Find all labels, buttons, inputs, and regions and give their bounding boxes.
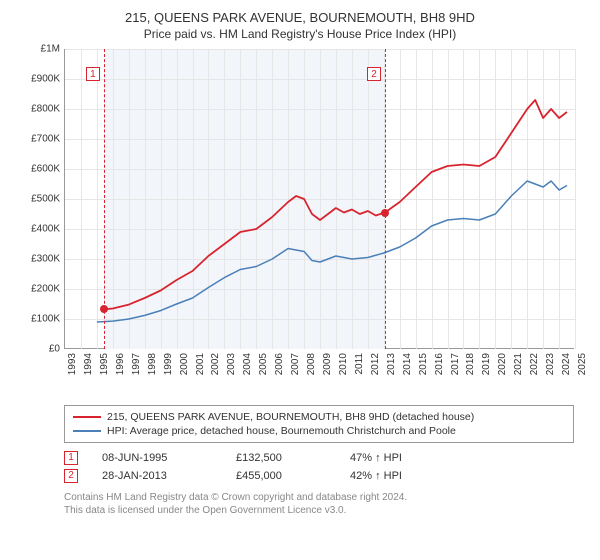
x-tick-label: 2015	[418, 353, 429, 375]
y-tick-label: £900K	[31, 74, 60, 85]
legend-label: HPI: Average price, detached house, Bour…	[107, 425, 456, 437]
x-tick-label: 1994	[83, 353, 94, 375]
legend-row: 215, QUEENS PARK AVENUE, BOURNEMOUTH, BH…	[73, 410, 565, 424]
footer-attribution: Contains HM Land Registry data © Crown c…	[64, 491, 580, 517]
y-tick-label: £300K	[31, 254, 60, 265]
event-marker-line	[385, 49, 386, 349]
y-tick-label: £200K	[31, 284, 60, 295]
x-tick-label: 2024	[561, 353, 572, 375]
x-tick-label: 2023	[545, 353, 556, 375]
series-svg	[65, 49, 575, 349]
x-tick-label: 2020	[497, 353, 508, 375]
x-tick-label: 2000	[179, 353, 190, 375]
x-tick-label: 1995	[99, 353, 110, 375]
x-tick-label: 2021	[513, 353, 524, 375]
gridline-v	[575, 49, 576, 349]
x-tick-label: 2012	[370, 353, 381, 375]
event-row-badge: 2	[64, 469, 78, 483]
y-tick-label: £400K	[31, 224, 60, 235]
y-tick-label: £100K	[31, 314, 60, 325]
y-axis: £0£100K£200K£300K£400K£500K£600K£700K£80…	[20, 49, 64, 349]
x-tick-label: 1999	[163, 353, 174, 375]
y-tick-label: £600K	[31, 164, 60, 175]
x-tick-label: 2005	[258, 353, 269, 375]
y-tick-label: £0	[49, 344, 60, 355]
event-date: 28-JAN-2013	[102, 470, 212, 482]
x-tick-label: 2016	[434, 353, 445, 375]
event-price: £132,500	[236, 452, 326, 464]
x-tick-label: 2004	[242, 353, 253, 375]
x-tick-label: 2011	[354, 353, 365, 375]
x-tick-label: 2001	[195, 353, 206, 375]
y-tick-label: £1M	[41, 44, 60, 55]
legend: 215, QUEENS PARK AVENUE, BOURNEMOUTH, BH…	[64, 405, 574, 443]
plot-area: 12	[64, 49, 574, 349]
event-price: £455,000	[236, 470, 326, 482]
event-badge: 1	[86, 67, 100, 81]
y-tick-label: £500K	[31, 194, 60, 205]
y-tick-label: £700K	[31, 134, 60, 145]
x-tick-label: 2009	[322, 353, 333, 375]
events-table: 1 08-JUN-1995 £132,500 47% ↑ HPI 2 28-JAN-201…	[64, 449, 580, 485]
footer-line-1: Contains HM Land Registry data © Crown c…	[64, 491, 580, 504]
x-tick-label: 2014	[402, 353, 413, 375]
event-row: 2 28-JAN-2013 £455,000 42% ↑ HPI	[64, 467, 580, 485]
chart-area: £0 £100K £200K £300K £400K £500K £600K £700K £80…	[20, 49, 580, 399]
x-tick-label: 2018	[465, 353, 476, 375]
x-tick-label: 2025	[577, 353, 588, 375]
legend-swatch	[73, 416, 101, 418]
y-tick-label: £800K	[31, 104, 60, 115]
chart-title: 215, QUEENS PARK AVENUE, BOURNEMOUTH, BH…	[20, 10, 580, 25]
x-tick-label: 1996	[115, 353, 126, 375]
footer-line-2: This data is licensed under the Open Gov…	[64, 504, 580, 517]
legend-row: HPI: Average price, detached house, Bour…	[73, 424, 565, 438]
x-tick-label: 2008	[306, 353, 317, 375]
event-hpi: 47% ↑ HPI	[350, 452, 440, 464]
x-tick-label: 2007	[290, 353, 301, 375]
x-axis: 1993 1994 1995 1996 1997 1998 1999 2000 2001 2002…	[64, 353, 574, 393]
x-tick-label: 1998	[147, 353, 158, 375]
x-tick-label: 2010	[338, 353, 349, 375]
series-line-hpi	[97, 181, 567, 322]
event-row: 1 08-JUN-1995 £132,500 47% ↑ HPI	[64, 449, 580, 467]
series-marker	[381, 209, 389, 217]
x-tick-label: 1993	[67, 353, 78, 375]
x-tick-label: 2002	[210, 353, 221, 375]
x-tick-label: 2003	[226, 353, 237, 375]
x-tick-label: 2013	[386, 353, 397, 375]
event-marker-line	[104, 49, 105, 349]
x-tick-label: 2017	[450, 353, 461, 375]
event-row-badge: 1	[64, 451, 78, 465]
x-tick-label: 2019	[481, 353, 492, 375]
series-line-price_paid	[104, 100, 567, 309]
x-tick-label: 1997	[131, 353, 142, 375]
event-date: 08-JUN-1995	[102, 452, 212, 464]
chart-subtitle: Price paid vs. HM Land Registry's House …	[20, 27, 580, 41]
legend-label: 215, QUEENS PARK AVENUE, BOURNEMOUTH, BH…	[107, 411, 474, 423]
event-hpi: 42% ↑ HPI	[350, 470, 440, 482]
x-tick-label: 2006	[274, 353, 285, 375]
event-badge: 2	[367, 67, 381, 81]
x-tick-label: 2022	[529, 353, 540, 375]
series-marker	[100, 305, 108, 313]
legend-swatch	[73, 430, 101, 432]
